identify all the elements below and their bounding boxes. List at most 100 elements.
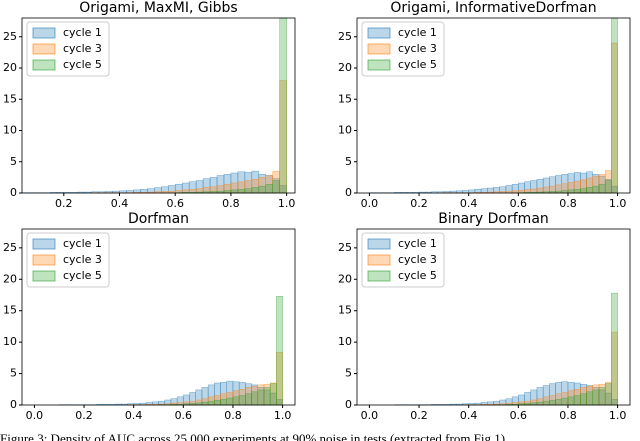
axes-frame <box>21 17 296 194</box>
y-tick-label: 15 <box>338 304 352 317</box>
legend-label: cycle 3 <box>398 42 437 55</box>
x-tick-label: 0.4 <box>111 197 129 210</box>
y-tick-label: 10 <box>3 124 17 137</box>
bar <box>251 187 260 194</box>
chart-title: Dorfman <box>128 211 189 227</box>
y-tick-label: 15 <box>3 92 17 105</box>
x-tick-label: 0.2 <box>410 409 428 422</box>
bar <box>592 389 600 406</box>
bar <box>586 391 594 406</box>
x-tick-label: 0.8 <box>224 409 242 422</box>
legend-box <box>26 232 110 288</box>
bar <box>279 17 287 194</box>
x-tick-label: 0.2 <box>410 197 428 210</box>
bar <box>263 387 271 406</box>
chart-title: Origami, MaxMI, Gibbs <box>79 0 237 16</box>
axes-frame <box>356 228 631 406</box>
legend-swatch <box>367 27 391 39</box>
y-tick-label: 25 <box>3 241 17 254</box>
y-tick-label: 10 <box>338 335 352 348</box>
y-tick-label: 0 <box>10 186 17 199</box>
x-tick-label: 0.8 <box>559 197 577 210</box>
legend-box <box>361 21 445 77</box>
x-tick-label: 0.0 <box>361 197 379 210</box>
bar <box>611 17 618 194</box>
y-tick-label: 5 <box>10 155 17 168</box>
bar <box>567 396 575 406</box>
bar <box>276 296 283 406</box>
x-tick-label: 0.4 <box>125 409 143 422</box>
bar <box>604 180 612 194</box>
x-tick-label: 1.0 <box>609 197 627 210</box>
y-tick-label: 25 <box>3 30 17 43</box>
bar <box>226 397 234 406</box>
y-tick-label: 25 <box>338 30 352 43</box>
legend-label: cycle 5 <box>398 269 437 282</box>
legend-swatch <box>367 270 391 282</box>
bar <box>611 292 618 406</box>
bar <box>201 401 209 406</box>
axes-frame <box>356 17 631 194</box>
bar <box>555 399 563 406</box>
x-tick-label: 0.8 <box>222 197 240 210</box>
chart-title: Origami, InformativeDorfman <box>390 0 596 16</box>
bar <box>244 188 253 194</box>
y-tick-label: 5 <box>10 367 17 380</box>
y-tick-label: 0 <box>345 186 352 199</box>
bar <box>230 189 239 194</box>
y-tick-label: 20 <box>338 272 352 285</box>
bar <box>580 188 587 194</box>
legend-label: cycle 1 <box>63 237 102 250</box>
y-tick-label: 5 <box>345 155 352 168</box>
legend-swatch <box>32 270 56 282</box>
legend-swatch <box>367 43 391 55</box>
bar <box>573 189 581 194</box>
legend-box <box>26 21 110 77</box>
x-tick-label: 0.2 <box>55 197 73 210</box>
x-tick-label: 1.0 <box>609 409 627 422</box>
bar <box>604 383 612 406</box>
legend-swatch <box>367 254 391 266</box>
legend-label: cycle 5 <box>63 58 102 71</box>
legend-swatch <box>32 43 56 55</box>
legend-swatch <box>32 27 56 39</box>
x-tick-label: 0.6 <box>175 409 193 422</box>
y-tick-label: 10 <box>338 124 352 137</box>
legend-swatch <box>367 59 391 71</box>
x-tick-label: 0.2 <box>75 409 93 422</box>
bar <box>220 399 228 406</box>
caption: Figure 3: Density of AUC across 25,000 e… <box>0 431 508 441</box>
bar <box>245 393 252 406</box>
y-tick-label: 20 <box>3 61 17 74</box>
bar <box>238 395 246 406</box>
chart-title: Binary Dorfman <box>438 211 549 227</box>
bar <box>272 180 280 194</box>
legend-label: cycle 5 <box>63 269 102 282</box>
x-tick-label: 0.6 <box>510 409 528 422</box>
y-tick-label: 5 <box>345 367 352 380</box>
legend-label: cycle 3 <box>63 253 102 266</box>
bar <box>257 389 265 406</box>
legend-label: cycle 1 <box>398 237 437 250</box>
x-tick-label: 1.0 <box>274 409 292 422</box>
y-tick-label: 0 <box>345 398 352 411</box>
x-tick-label: 1.0 <box>278 197 296 210</box>
axes-frame <box>21 228 296 406</box>
y-tick-label: 10 <box>3 335 17 348</box>
legend-label: cycle 1 <box>398 26 437 39</box>
bar <box>598 387 606 406</box>
bar <box>549 400 556 406</box>
bar <box>258 185 266 194</box>
y-tick-label: 25 <box>338 241 352 254</box>
x-tick-label: 0.6 <box>166 197 184 210</box>
bar <box>207 400 215 406</box>
x-tick-label: 0.8 <box>559 409 577 422</box>
bar <box>586 187 594 194</box>
bar <box>214 400 221 406</box>
bar <box>573 395 581 406</box>
y-tick-label: 20 <box>3 272 17 285</box>
legend-label: cycle 1 <box>63 26 102 39</box>
bar <box>265 184 273 194</box>
